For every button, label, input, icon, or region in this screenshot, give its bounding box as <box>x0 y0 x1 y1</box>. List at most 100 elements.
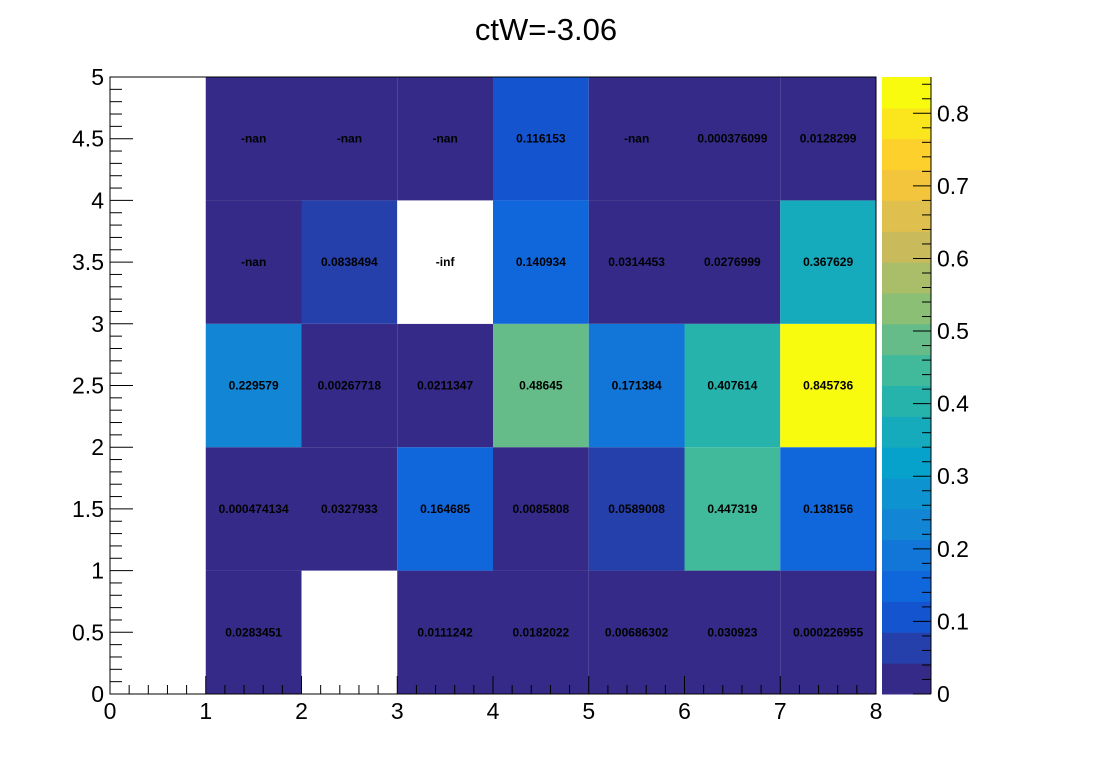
heatmap-cell <box>397 323 493 448</box>
heatmap-cell <box>493 323 589 448</box>
colorbar-tick-label: 0.5 <box>937 318 969 344</box>
cell-value-label: 0.0211347 <box>417 379 473 393</box>
x-tick-label: 8 <box>870 698 883 724</box>
cell-value-label: 0.000226955 <box>793 625 863 639</box>
x-axis: 0 1 2 3 4 5 6 7 8 <box>104 676 883 724</box>
colorbar-tick-label: 0.6 <box>937 245 969 271</box>
y-tick-label: 2 <box>91 434 104 460</box>
y-tick-label: 0 <box>91 681 104 707</box>
heatmap-cell <box>684 200 781 324</box>
cell-value-label: 0.116153 <box>516 132 566 146</box>
cell-value-label: -nan <box>241 132 266 146</box>
colorbar-swatch <box>882 601 931 633</box>
colorbar-swatch <box>882 478 931 510</box>
y-tick-label: 5 <box>91 64 104 90</box>
colorbar-swatch <box>882 262 931 294</box>
cell-value-label: 0.0128299 <box>800 132 857 146</box>
colorbar-swatch <box>882 169 931 201</box>
cell-value-label: -nan <box>241 255 266 269</box>
y-tick-label: 1 <box>91 558 104 584</box>
colorbar-tick-label: 0.2 <box>937 536 969 562</box>
colorbar-swatch <box>882 107 931 140</box>
colorbar-swatch <box>882 231 931 263</box>
heatmap-cell <box>205 323 302 448</box>
colorbar-axis: 0 0.1 0.2 0.3 0.4 0.5 0.6 0.7 0.8 <box>913 77 969 707</box>
heatmap-cell <box>493 200 589 324</box>
cell-value-label: 0.229579 <box>229 379 279 393</box>
heatmap-cell <box>205 77 302 201</box>
y-axis: 0 0.5 1 1.5 2 2.5 3 3.5 4 4.5 5 <box>72 64 133 707</box>
cell-value-label: 0.164685 <box>420 502 470 516</box>
heatmap-cell <box>205 447 302 571</box>
heatmap-cell-labels: 0.0283451 0.0111242 0.0182022 0.00686302 0.0… <box>219 132 864 640</box>
heatmap-cells <box>205 77 876 694</box>
cell-value-label: 0.00267718 <box>318 379 382 393</box>
heatmap-cell <box>780 200 876 324</box>
chart-title: ctW=-3.06 <box>475 12 617 47</box>
colorbar-tick-label: 0 <box>937 681 950 707</box>
x-tick-label: 6 <box>678 698 691 724</box>
cell-value-label: 0.0111242 <box>417 625 473 639</box>
cell-value-label: 0.00686302 <box>605 625 669 639</box>
heatmap-cell <box>493 77 589 201</box>
cell-value-label: -nan <box>337 132 362 146</box>
colorbar-swatch <box>882 539 931 572</box>
y-tick-label: 4.5 <box>72 126 104 152</box>
y-tick-label: 0.5 <box>72 619 104 645</box>
heatmap-cell <box>780 570 876 694</box>
heatmap-cell <box>301 77 398 201</box>
cell-value-label: 0.000474134 <box>219 502 289 516</box>
cell-value-label: 0.000376099 <box>697 132 767 146</box>
x-tick-label: 1 <box>199 698 212 724</box>
heatmap-cell <box>780 447 876 571</box>
y-tick-label: 2.5 <box>72 373 104 399</box>
heatmap-cell <box>205 570 302 694</box>
cell-value-label: 0.0283451 <box>225 625 282 639</box>
colorbar-swatch <box>882 200 931 232</box>
heatmap-cell <box>684 323 781 448</box>
cell-value-label: 0.0182022 <box>513 625 570 639</box>
heatmap-cell <box>684 77 781 201</box>
heatmap-cell <box>588 323 685 448</box>
cell-value-label: 0.138156 <box>803 502 853 516</box>
colorbar-tick-label: 0.7 <box>937 173 969 199</box>
heatmap-cell <box>301 323 398 448</box>
heatmap-cell <box>588 570 685 694</box>
colorbar-swatch <box>882 354 931 386</box>
y-tick-label: 3.5 <box>72 249 104 275</box>
heatmap-cell <box>301 447 398 571</box>
cell-value-label: 0.140934 <box>516 255 566 269</box>
cell-value-label: 0.030923 <box>707 625 757 639</box>
heatmap-cell <box>780 323 876 448</box>
cell-value-label: 0.447319 <box>707 502 757 516</box>
x-tick-label: 2 <box>295 698 308 724</box>
colorbar-swatch <box>882 385 931 417</box>
cell-value-label: -nan <box>432 132 457 146</box>
cell-value-label: 0.0589008 <box>608 502 665 516</box>
y-tick-label: 1.5 <box>72 496 104 522</box>
heatmap-cell <box>493 570 589 694</box>
cell-value-label: -nan <box>624 132 649 146</box>
colorbar-swatch <box>882 632 931 664</box>
cell-value-label: 0.48645 <box>519 379 563 393</box>
cell-value-label: 0.845736 <box>803 379 853 393</box>
colorbar-tick-label: 0.8 <box>937 100 969 126</box>
heatmap-cell <box>397 570 493 694</box>
colorbar-swatch <box>882 663 931 695</box>
cell-value-label: 0.0838494 <box>321 255 378 269</box>
heatmap-cell <box>301 200 398 324</box>
cell-value-label: 0.0314453 <box>608 255 665 269</box>
cell-value-label: -inf <box>436 255 456 269</box>
y-tick-label: 4 <box>91 187 104 213</box>
heatmap-cell <box>588 447 685 571</box>
colorbar-swatch <box>882 416 931 448</box>
x-tick-label: 0 <box>104 698 117 724</box>
heatmap-cell <box>397 77 493 201</box>
heatmap-cell <box>397 200 493 324</box>
x-tick-label: 7 <box>774 698 787 724</box>
colorbar-swatch <box>882 570 931 602</box>
y-tick-label: 3 <box>91 311 104 337</box>
x-tick-label: 3 <box>391 698 404 724</box>
heatmap-cell <box>780 77 876 201</box>
